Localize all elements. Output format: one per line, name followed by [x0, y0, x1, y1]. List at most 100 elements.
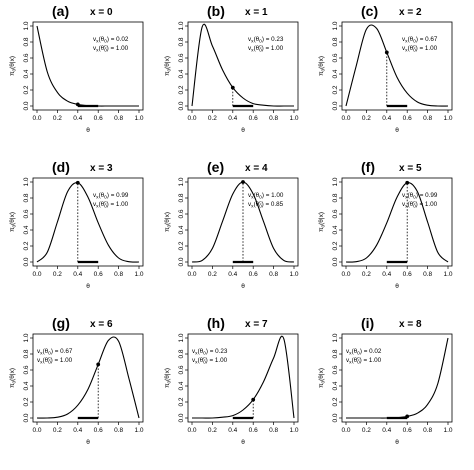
y-axis-label: π0(θ|x): [318, 56, 327, 76]
y-tick-label: 0.4: [23, 381, 30, 390]
x-tick-label: 0.6: [94, 271, 103, 278]
y-tick-label: 0.0: [23, 257, 30, 266]
density-curve: [36, 182, 140, 263]
y-axis-label: π0(θ|x): [9, 368, 18, 388]
annotation-theta0: vx(θ0) = 0.23: [248, 36, 284, 45]
annotation-theta0c: vx(θ0c) = 1.00: [93, 45, 129, 54]
x-tick-label: 0.0: [187, 271, 196, 278]
panel-i: (i) x = 8 0.0 0.2 0.4 0.6 0.8 1.0 0.0 0.2 0.4 0.6 0.…: [318, 315, 453, 446]
x-tick-label: 0.4: [228, 271, 237, 278]
x-tick-label: 0.8: [114, 271, 123, 278]
x-tick-label: 0.2: [208, 115, 217, 122]
y-tick-label: 0.4: [23, 225, 30, 234]
x-tick-label: 0.4: [382, 427, 391, 434]
y-tick-label: 1.0: [178, 333, 185, 342]
y-tick-label: 0.0: [23, 101, 30, 110]
x-tick-label: 0.6: [249, 427, 258, 434]
x-tick-label: 0.4: [382, 271, 391, 278]
y-tick-label: 0.6: [23, 209, 30, 218]
panel-title: x = 5: [399, 163, 422, 174]
plot-frame: [187, 333, 299, 423]
y-tick-label: 0.6: [178, 365, 185, 374]
x-tick-label: 0.0: [187, 427, 196, 434]
plot-frame: [341, 21, 453, 111]
panel-title: x = 0: [90, 7, 113, 18]
x-tick-label: 0.4: [73, 427, 82, 434]
panel-h: (h) x = 7 0.0 0.2 0.4 0.6 0.8 1.0 0.0 0.2 0.4 0.6 0.…: [164, 315, 299, 446]
x-tick-label: 0.4: [228, 427, 237, 434]
x-tick-label: 0.0: [32, 115, 41, 122]
plot-frame: [341, 333, 453, 423]
y-axis-label: π0(θ|x): [9, 212, 18, 232]
y-tick-label: 0.6: [23, 365, 30, 374]
panel-letter: (d): [52, 159, 70, 175]
x-tick-label: 0.2: [53, 115, 62, 122]
density-curve: [345, 182, 449, 263]
density-curve: [36, 336, 140, 419]
panel-a: (a) x = 0 0.0 0.2 0.4 0.6 0.8 1.0 0.0 0.2 0.4 0.6 0.…: [9, 3, 144, 134]
evaluated-point: [96, 362, 101, 367]
y-tick-label: 0.2: [178, 397, 185, 406]
x-tick-label: 0.8: [114, 115, 123, 122]
x-tick-label: 1.0: [134, 271, 143, 278]
y-tick-label: 0.8: [332, 349, 339, 358]
y-tick-label: 0.0: [23, 413, 30, 422]
x-axis-label: θ: [395, 283, 399, 290]
x-axis-label: θ: [241, 127, 245, 134]
panel-letter: (h): [207, 315, 225, 331]
annotation-theta0: vx(θ0) = 0.67: [37, 348, 73, 357]
y-axis-label: π0(θ|x): [164, 368, 173, 388]
y-tick-label: 0.6: [178, 53, 185, 62]
y-tick-label: 0.6: [178, 209, 185, 218]
annotation-theta0c: vx(θ0c) = 1.00: [346, 357, 382, 366]
x-tick-label: 1.0: [289, 427, 298, 434]
evaluated-point: [405, 414, 410, 419]
x-tick-label: 0.2: [362, 115, 371, 122]
y-tick-label: 0.4: [178, 69, 185, 78]
x-axis-label: θ: [86, 127, 90, 134]
x-tick-label: 0.6: [94, 115, 103, 122]
y-tick-label: 0.2: [23, 241, 30, 250]
x-tick-label: 0.0: [341, 427, 350, 434]
annotation-theta0c: vx(θ0c) = 1.00: [402, 201, 438, 210]
y-axis-label: π0(θ|x): [164, 56, 173, 76]
y-tick-label: 0.6: [23, 53, 30, 62]
annotation-theta0: vx(θ0) = 0.99: [93, 192, 129, 201]
panel-e: (e) x = 4 0.0 0.2 0.4 0.6 0.8 1.0 0.0 0.2 0.4 0.6 0.…: [164, 159, 299, 290]
x-tick-label: 0.2: [53, 271, 62, 278]
annotation-theta0: vx(θ0) = 0.23: [192, 348, 228, 357]
panel-title: x = 6: [90, 319, 113, 330]
y-tick-label: 0.0: [178, 413, 185, 422]
x-axis-label: θ: [86, 283, 90, 290]
y-axis-label: π0(θ|x): [164, 212, 173, 232]
x-tick-label: 0.2: [208, 271, 217, 278]
x-tick-label: 0.0: [341, 115, 350, 122]
y-tick-label: 1.0: [23, 333, 30, 342]
y-tick-label: 1.0: [178, 177, 185, 186]
y-tick-label: 1.0: [332, 177, 339, 186]
y-tick-label: 0.6: [332, 53, 339, 62]
x-tick-label: 0.6: [403, 271, 412, 278]
annotation-theta0: vx(θ0) = 0.02: [93, 36, 129, 45]
x-tick-label: 1.0: [134, 427, 143, 434]
x-axis-label: θ: [395, 439, 399, 446]
y-tick-label: 0.8: [23, 349, 30, 358]
x-axis-label: θ: [241, 439, 245, 446]
y-axis-label: π0(θ|x): [9, 56, 18, 76]
panel-title: x = 7: [245, 319, 268, 330]
x-tick-label: 0.8: [269, 271, 278, 278]
annotation-theta0c: vx(θ0c) = 1.00: [402, 45, 438, 54]
y-axis-label: π0(θ|x): [318, 368, 327, 388]
evaluated-point: [75, 102, 80, 107]
y-tick-label: 0.8: [23, 193, 30, 202]
density-curve: [191, 23, 294, 107]
annotation-theta0c: vx(θ0c) = 1.00: [93, 201, 129, 210]
y-tick-label: 0.8: [332, 193, 339, 202]
y-tick-label: 0.6: [332, 365, 339, 374]
x-tick-label: 1.0: [443, 271, 452, 278]
x-tick-label: 0.8: [423, 427, 432, 434]
x-axis-label: θ: [241, 283, 245, 290]
panel-letter: (a): [52, 3, 69, 19]
y-tick-label: 0.2: [332, 241, 339, 250]
y-tick-label: 0.8: [178, 349, 185, 358]
